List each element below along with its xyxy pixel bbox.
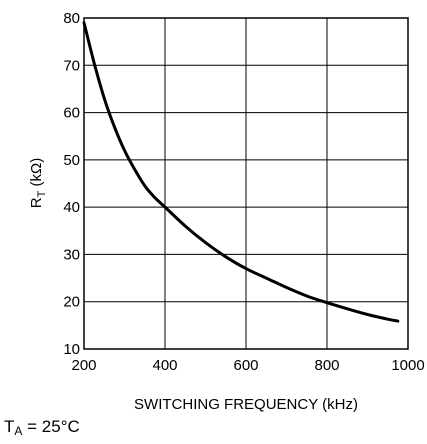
y-axis-title-main: R	[28, 197, 45, 208]
x-tick-label: 1000	[391, 357, 424, 374]
y-tick-label: 40	[63, 199, 80, 216]
footnote-value: = 25°C	[22, 417, 80, 436]
rt-curve	[82, 21, 400, 323]
y-axis-title: RT (kΩ)	[28, 158, 48, 208]
x-tick-label: 400	[152, 357, 177, 374]
footnote-subscript: A	[14, 424, 23, 438]
y-tick-label: 30	[63, 246, 80, 263]
ambient-temperature-note: TA = 25°C	[4, 417, 80, 438]
plot-frame	[83, 17, 409, 350]
y-axis-title-unit: (kΩ)	[28, 158, 45, 191]
x-axis-title: SWITCHING FREQUENCY (kHz)	[134, 396, 358, 413]
y-axis-title-subscript: T	[36, 190, 48, 197]
y-tick-labels: 10 20 30 40 50 60 70 80	[63, 10, 80, 358]
x-tick-label: 600	[233, 357, 258, 374]
y-tick-label: 80	[63, 10, 80, 27]
y-tick-label: 50	[63, 152, 80, 169]
y-tick-label: 60	[63, 105, 80, 122]
y-tick-label: 10	[63, 341, 80, 358]
y-tick-label: 20	[63, 294, 80, 311]
x-tick-label: 800	[314, 357, 339, 374]
footnote-main: T	[4, 417, 15, 436]
y-tick-label: 70	[63, 57, 80, 74]
x-tick-labels: 200 400 600 800 1000	[71, 357, 424, 374]
grid	[84, 18, 408, 349]
x-tick-label: 200	[71, 357, 96, 374]
